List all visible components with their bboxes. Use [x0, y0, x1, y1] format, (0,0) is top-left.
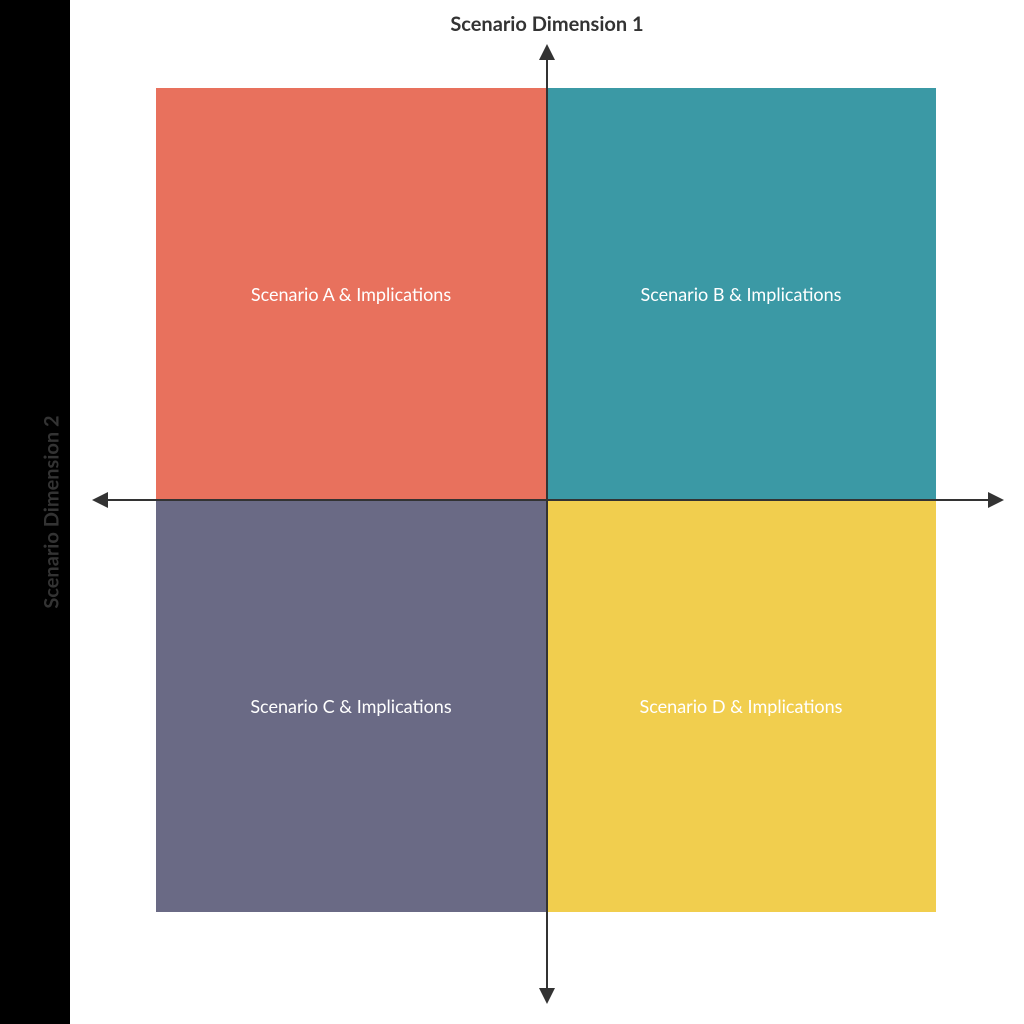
y-axis-label-container: Scenario Dimension 2 [36, 0, 68, 1024]
quadrant-top-right: Scenario B & Implications [546, 88, 936, 500]
quadrant-top-left: Scenario A & Implications [156, 88, 546, 500]
diagram-page: Scenario Dimension 1 Scenario A & Implic… [70, 0, 1024, 1024]
quadrant-bottom-right: Scenario D & Implications [546, 500, 936, 912]
y-axis-label: Scenario Dimension 2 [40, 415, 64, 608]
quadrant-bottom-left-label: Scenario C & Implications [250, 695, 451, 717]
x-axis-label: Scenario Dimension 1 [70, 12, 1024, 36]
quadrant-bottom-left: Scenario C & Implications [156, 500, 546, 912]
quadrant-top-right-label: Scenario B & Implications [641, 283, 842, 305]
quadrant-grid: Scenario A & Implications Scenario B & I… [156, 88, 936, 912]
quadrant-bottom-right-label: Scenario D & Implications [640, 695, 843, 717]
quadrant-top-left-label: Scenario A & Implications [251, 283, 451, 305]
